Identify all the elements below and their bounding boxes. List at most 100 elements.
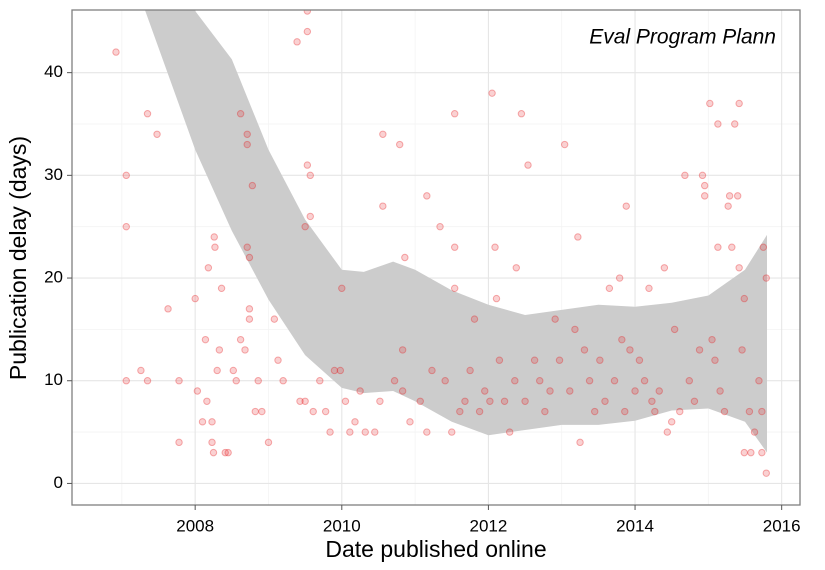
data-point	[512, 264, 520, 272]
data-point	[390, 377, 399, 385]
data-point	[236, 110, 245, 118]
y-tick-label: 30	[44, 165, 63, 184]
data-point	[762, 469, 770, 477]
data-point	[551, 315, 559, 323]
data-point	[541, 407, 549, 416]
data-point	[330, 366, 339, 375]
data-point	[301, 397, 309, 405]
data-point	[711, 356, 719, 364]
data-point	[731, 120, 739, 128]
data-point	[204, 264, 213, 272]
data-point	[423, 192, 431, 200]
data-point	[351, 418, 359, 426]
data-point	[450, 284, 459, 293]
data-point	[208, 418, 216, 426]
data-point	[521, 397, 529, 405]
y-tick-label: 0	[54, 473, 63, 492]
plot-frame	[71, 9, 801, 506]
data-point	[338, 284, 346, 293]
data-point	[668, 418, 676, 426]
data-point	[303, 27, 312, 36]
data-point	[555, 356, 564, 364]
data-point	[698, 171, 707, 180]
data-point	[122, 171, 130, 180]
data-point	[762, 274, 770, 282]
data-point	[293, 38, 301, 46]
data-point	[112, 48, 120, 56]
x-tick-label: 2016	[763, 516, 801, 535]
data-point	[706, 99, 714, 108]
data-point	[610, 377, 619, 385]
data-point	[720, 407, 729, 416]
data-point	[303, 10, 312, 15]
data-point	[495, 356, 504, 364]
data-point	[651, 407, 659, 416]
data-point	[274, 356, 282, 364]
data-point	[245, 305, 254, 313]
data-point	[209, 448, 218, 457]
data-point	[164, 305, 172, 313]
data-point	[492, 294, 501, 303]
data-point	[243, 130, 251, 138]
data-point	[232, 377, 240, 385]
data-point	[316, 377, 324, 385]
data-point	[450, 110, 459, 118]
data-point	[576, 438, 584, 447]
data-point	[301, 222, 309, 231]
data-point	[203, 397, 211, 405]
y-tick-label: 10	[44, 370, 63, 389]
data-point	[198, 418, 207, 426]
data-point	[733, 192, 742, 200]
data-point	[470, 315, 479, 323]
data-point	[306, 212, 314, 221]
data-point	[215, 346, 224, 354]
data-point	[591, 407, 599, 416]
data-point	[735, 264, 743, 272]
data-point	[175, 438, 183, 447]
data-point	[326, 428, 334, 436]
data-point	[398, 387, 407, 395]
data-point	[175, 377, 183, 385]
data-point	[738, 346, 746, 354]
data-point	[356, 387, 364, 395]
data-point	[153, 130, 161, 138]
data-point	[585, 377, 594, 385]
data-point	[279, 377, 287, 385]
data-point	[615, 274, 624, 282]
data-point	[224, 448, 232, 457]
data-point	[596, 356, 604, 364]
data-point	[248, 181, 257, 190]
data-point	[450, 243, 459, 251]
data-point	[137, 366, 145, 375]
data-point	[728, 243, 736, 251]
data-point	[321, 407, 330, 416]
data-point	[143, 377, 152, 385]
data-point	[466, 366, 474, 375]
data-point	[371, 428, 379, 436]
data-point	[361, 428, 369, 436]
data-point	[655, 387, 663, 395]
data-point	[605, 284, 614, 293]
x-tick-label: 2014	[616, 516, 654, 535]
data-point	[245, 315, 254, 323]
data-point	[441, 377, 449, 385]
y-tick-label: 20	[44, 268, 63, 287]
data-point	[243, 140, 251, 149]
data-point	[416, 397, 424, 405]
data-point	[341, 397, 350, 405]
data-point	[217, 284, 226, 293]
data-point	[580, 346, 589, 354]
data-point	[208, 438, 216, 447]
data-point	[524, 161, 532, 169]
data-point	[640, 377, 649, 385]
data-point	[626, 346, 634, 354]
data-point	[481, 387, 489, 395]
data-point	[296, 397, 304, 405]
x-axis-title: Date published online	[325, 536, 546, 562]
data-point	[245, 253, 254, 262]
data-point	[236, 335, 245, 344]
data-point	[511, 377, 519, 385]
data-point	[716, 387, 724, 395]
data-point	[491, 243, 499, 251]
data-point	[309, 407, 317, 416]
